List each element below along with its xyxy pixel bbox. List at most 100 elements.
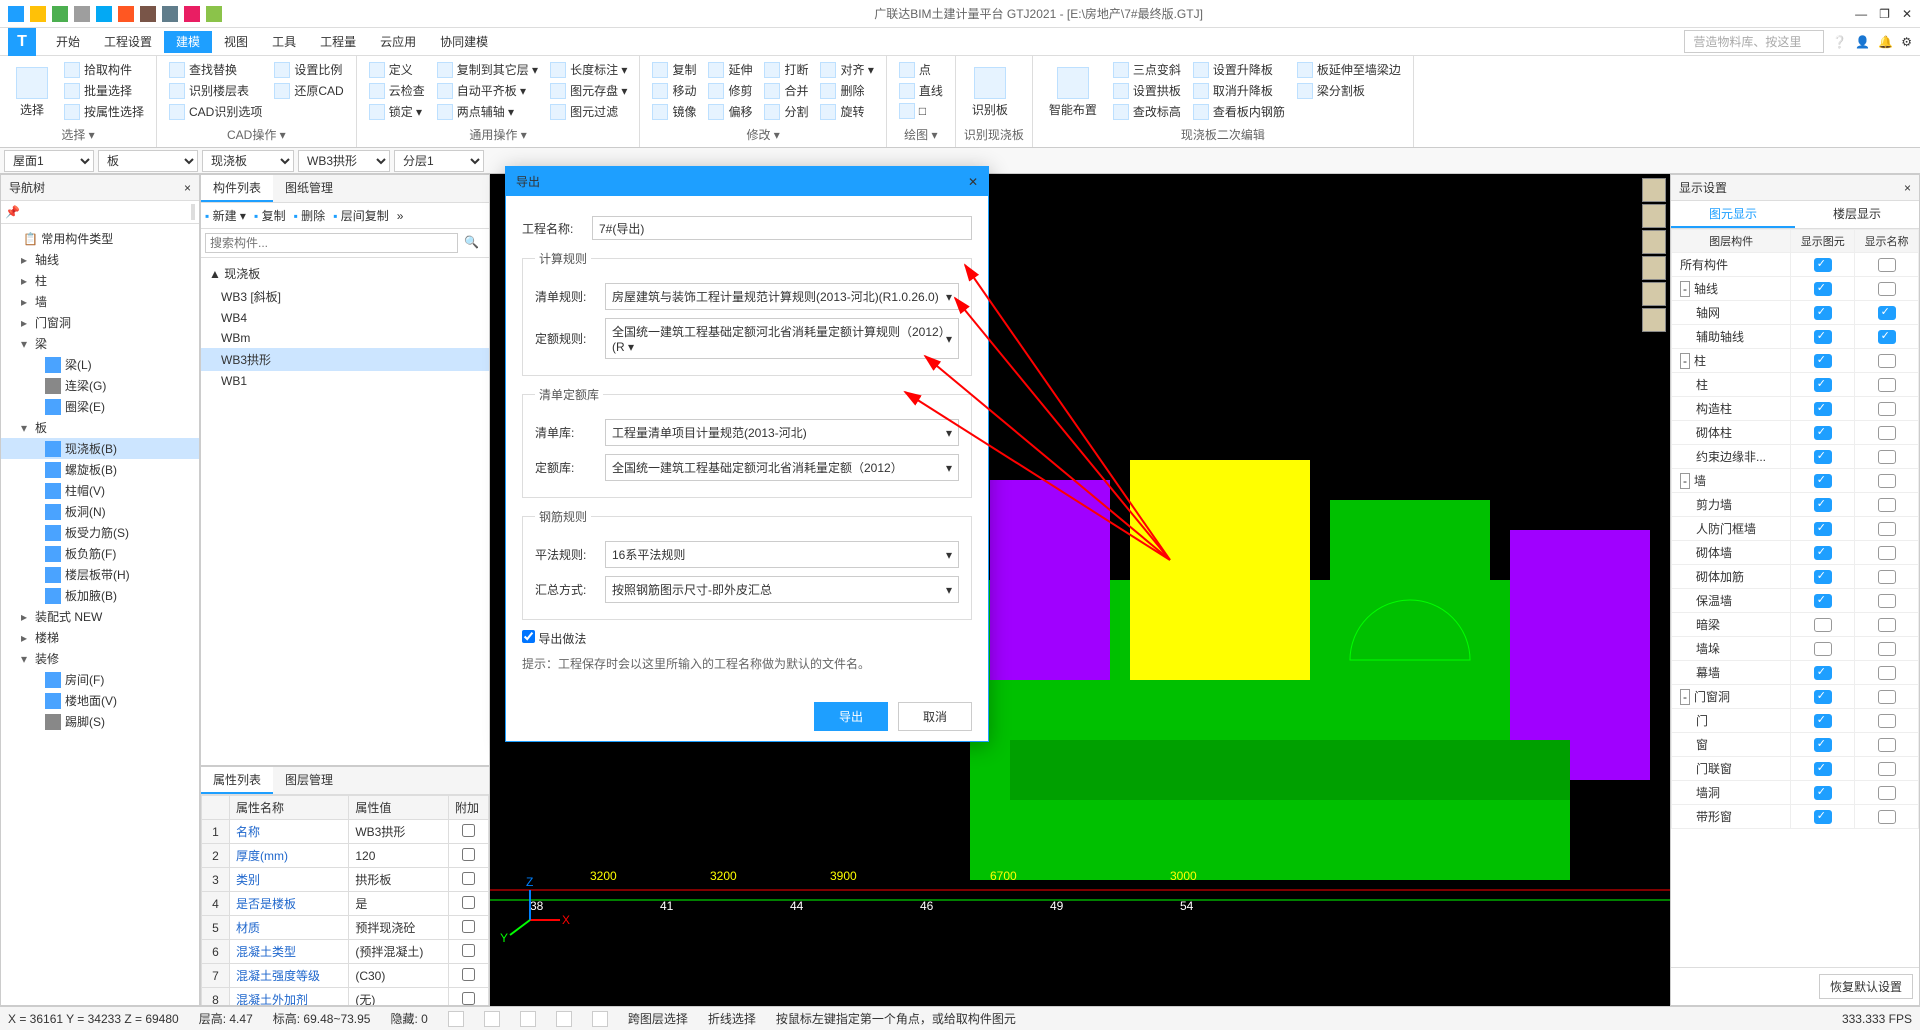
- list-header[interactable]: ▲ 现浇板: [201, 262, 489, 285]
- tree-node[interactable]: 连梁(G): [1, 375, 199, 396]
- tree-node[interactable]: ▸墙: [1, 291, 199, 312]
- export-button[interactable]: 导出: [814, 702, 888, 731]
- status-icon[interactable]: [484, 1011, 500, 1027]
- cancel-button[interactable]: 取消: [898, 702, 972, 731]
- table-row[interactable]: 轴网: [1672, 301, 1919, 325]
- table-row[interactable]: 幕墙: [1672, 661, 1919, 685]
- ribbon-button[interactable]: 按属性选择: [60, 102, 148, 121]
- ribbon-button[interactable]: 云检查: [365, 81, 429, 100]
- close-icon[interactable]: ✕: [1902, 7, 1912, 21]
- ribbon-button[interactable]: 删除: [816, 81, 877, 100]
- table-row[interactable]: 带形窗: [1672, 805, 1919, 829]
- list-rule-select[interactable]: 房屋建筑与装饰工程计量规范计算规则(2013-河北)(R1.0.26.0)▾: [605, 283, 959, 310]
- app-logo[interactable]: T: [8, 28, 36, 56]
- table-row[interactable]: 暗梁: [1672, 613, 1919, 637]
- ribbon-button[interactable]: 打断: [760, 60, 812, 79]
- tree-node[interactable]: 板受力筋(S): [1, 522, 199, 543]
- grid-icon[interactable]: [1642, 204, 1666, 228]
- close-icon[interactable]: ×: [184, 181, 191, 195]
- table-row[interactable]: 2厚度(mm)120: [202, 844, 489, 868]
- ribbon-button[interactable]: 图元存盘 ▾: [546, 81, 631, 100]
- tab[interactable]: 图层管理: [273, 767, 345, 794]
- cube-icon[interactable]: [1642, 230, 1666, 254]
- qat-icon[interactable]: [8, 6, 24, 22]
- pin-icon[interactable]: 📌: [5, 205, 20, 219]
- menu-tab[interactable]: 工程量: [308, 31, 368, 53]
- list-item[interactable]: WB4: [201, 308, 489, 328]
- list-item[interactable]: WB3拱形: [201, 348, 489, 371]
- help-icon[interactable]: ❔: [1832, 35, 1847, 49]
- ribbon-button[interactable]: 批量选择: [60, 81, 148, 100]
- ribbon-button[interactable]: 旋转: [816, 102, 877, 121]
- ribbon-button[interactable]: 设置升降板: [1189, 60, 1289, 79]
- ribbon-button[interactable]: 拾取构件: [60, 60, 148, 79]
- status-icon[interactable]: [448, 1011, 464, 1027]
- ribbon-big-button[interactable]: 选择: [8, 60, 56, 124]
- table-row[interactable]: 窗: [1672, 733, 1919, 757]
- table-row[interactable]: -门窗洞: [1672, 685, 1919, 709]
- status-btn[interactable]: 折线选择: [708, 1010, 756, 1027]
- context-combo[interactable]: 板: [98, 150, 198, 172]
- ribbon-big-button[interactable]: 智能布置: [1041, 60, 1105, 124]
- table-row[interactable]: 5材质预拌现浇砼: [202, 916, 489, 940]
- tree-node[interactable]: ▾板: [1, 417, 199, 438]
- tree-node[interactable]: 楼地面(V): [1, 690, 199, 711]
- project-name-input[interactable]: [592, 216, 972, 240]
- bell-icon[interactable]: 🔔: [1878, 35, 1893, 49]
- context-combo[interactable]: 现浇板: [202, 150, 294, 172]
- table-row[interactable]: 构造柱: [1672, 397, 1919, 421]
- status-icon[interactable]: [556, 1011, 572, 1027]
- ribbon-button[interactable]: 复制到其它层 ▾: [433, 60, 542, 79]
- context-combo[interactable]: WB3拱形: [298, 150, 390, 172]
- table-row[interactable]: 门: [1672, 709, 1919, 733]
- qat-icon[interactable]: [140, 6, 156, 22]
- menu-tab[interactable]: 云应用: [368, 31, 428, 53]
- table-row[interactable]: 柱: [1672, 373, 1919, 397]
- quota-rule-select[interactable]: 全国统一建筑工程基础定额河北省消耗量定额计算规则（2012）(R ▾▾: [605, 318, 959, 359]
- ribbon-button[interactable]: 梁分割板: [1293, 81, 1405, 100]
- tree-node[interactable]: 踢脚(S): [1, 711, 199, 732]
- tree-node[interactable]: 圈梁(E): [1, 396, 199, 417]
- status-icon[interactable]: [520, 1011, 536, 1027]
- tab[interactable]: 构件列表: [201, 175, 273, 202]
- tree-node[interactable]: 板负筋(F): [1, 543, 199, 564]
- toolbar-button[interactable]: ▪ 新建 ▾: [205, 207, 246, 224]
- toolbar-button[interactable]: ▪ 复制: [254, 207, 286, 224]
- ribbon-button[interactable]: 长度标注 ▾: [546, 60, 631, 79]
- tree-node[interactable]: ▸装配式 NEW: [1, 606, 199, 627]
- ribbon-button[interactable]: □: [895, 102, 947, 120]
- refresh-icon[interactable]: [1642, 282, 1666, 306]
- context-combo[interactable]: 分层1: [394, 150, 484, 172]
- ribbon-button[interactable]: 对齐 ▾: [816, 60, 877, 79]
- quota-lib-select[interactable]: 全国统一建筑工程基础定额河北省消耗量定额（2012）▾: [605, 454, 959, 481]
- menu-tab[interactable]: 建模: [164, 31, 212, 53]
- tree-node[interactable]: 板加腋(B): [1, 585, 199, 606]
- tab[interactable]: 图纸管理: [273, 175, 345, 202]
- qat-icon[interactable]: [118, 6, 134, 22]
- close-icon[interactable]: ✕: [968, 175, 978, 189]
- menu-tab[interactable]: 工具: [260, 31, 308, 53]
- view-icon[interactable]: [193, 204, 195, 220]
- ribbon-button[interactable]: 偏移: [704, 102, 756, 121]
- tree-node[interactable]: ▾装修: [1, 648, 199, 669]
- tree-node[interactable]: 📋 常用构件类型: [1, 228, 199, 249]
- ribbon-button[interactable]: 复制: [648, 60, 700, 79]
- table-row[interactable]: 8混凝土外加剂(无): [202, 988, 489, 1006]
- ribbon-button[interactable]: 查找替换: [165, 60, 266, 79]
- list-item[interactable]: WB3 [斜板]: [201, 285, 489, 308]
- tree-node[interactable]: 梁(L): [1, 354, 199, 375]
- table-row[interactable]: 所有构件: [1672, 253, 1919, 277]
- ribbon-button[interactable]: 镜像: [648, 102, 700, 121]
- tree-node[interactable]: ▸楼梯: [1, 627, 199, 648]
- table-row[interactable]: 7混凝土强度等级(C30): [202, 964, 489, 988]
- tab[interactable]: 属性列表: [201, 767, 273, 794]
- ribbon-button[interactable]: 查改标高: [1109, 102, 1185, 121]
- table-row[interactable]: 剪力墙: [1672, 493, 1919, 517]
- ribbon-button[interactable]: CAD识别选项: [165, 102, 266, 121]
- ribbon-button[interactable]: 直线: [895, 81, 947, 100]
- component-search[interactable]: [205, 233, 458, 253]
- table-row[interactable]: 6混凝土类型(预拌混凝土): [202, 940, 489, 964]
- ribbon-big-button[interactable]: 识别板: [964, 60, 1016, 124]
- table-row[interactable]: 1名称WB3拱形: [202, 820, 489, 844]
- export-method-checkbox[interactable]: 导出做法: [522, 630, 586, 647]
